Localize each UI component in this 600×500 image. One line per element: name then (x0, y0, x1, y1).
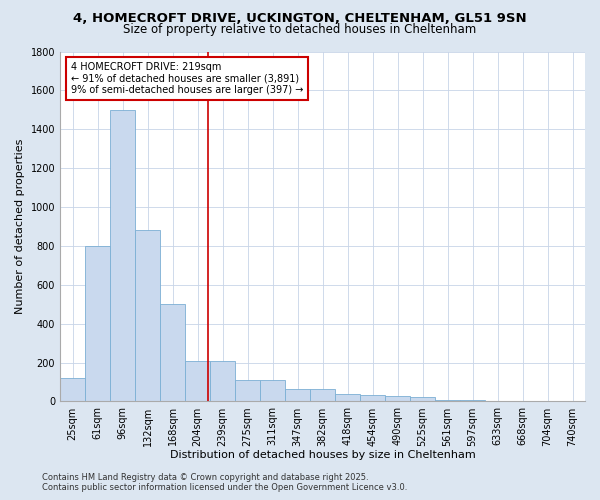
Bar (435, 400, 460, 402)
Bar (210, 360, 235, 402)
Bar (310, 389, 335, 402)
Y-axis label: Number of detached properties: Number of detached properties (15, 139, 25, 314)
Bar (385, 396, 410, 402)
Bar (60, 378, 85, 402)
Text: Size of property relative to detached houses in Cheltenham: Size of property relative to detached ho… (124, 22, 476, 36)
Text: Contains HM Land Registry data © Crown copyright and database right 2025.
Contai: Contains HM Land Registry data © Crown c… (42, 473, 407, 492)
Text: 4 HOMECROFT DRIVE: 219sqm
← 91% of detached houses are smaller (3,891)
9% of sem: 4 HOMECROFT DRIVE: 219sqm ← 91% of detac… (71, 62, 303, 95)
Bar (460, 400, 485, 402)
Bar (85, 246, 110, 402)
Bar (485, 400, 510, 402)
Bar (135, 230, 160, 402)
Bar (285, 389, 310, 402)
Bar (360, 394, 385, 402)
Bar (560, 401, 585, 402)
Bar (235, 380, 260, 402)
Bar (260, 380, 285, 402)
Bar (185, 360, 210, 402)
Bar (535, 400, 560, 402)
Bar (110, 110, 135, 402)
X-axis label: Distribution of detached houses by size in Cheltenham: Distribution of detached houses by size … (170, 450, 475, 460)
Bar (510, 400, 535, 402)
Bar (160, 304, 185, 402)
Bar (410, 396, 435, 402)
Text: 4, HOMECROFT DRIVE, UCKINGTON, CHELTENHAM, GL51 9SN: 4, HOMECROFT DRIVE, UCKINGTON, CHELTENHA… (73, 12, 527, 26)
Bar (335, 394, 360, 402)
